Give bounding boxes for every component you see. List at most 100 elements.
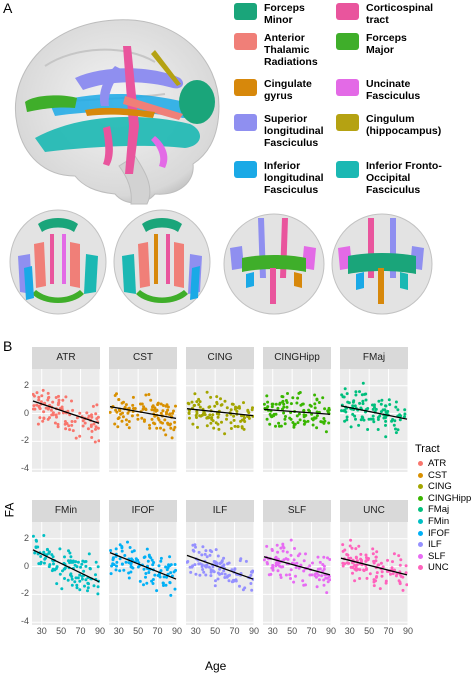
data-point xyxy=(289,538,293,542)
data-point xyxy=(354,390,358,394)
data-point xyxy=(359,418,363,422)
data-point xyxy=(168,564,172,568)
data-point xyxy=(159,411,163,415)
data-point xyxy=(292,558,296,562)
data-point xyxy=(198,400,202,404)
data-point xyxy=(348,544,352,548)
data-point xyxy=(310,417,314,421)
data-point xyxy=(396,428,400,432)
data-point xyxy=(95,417,99,421)
data-point xyxy=(127,571,131,575)
data-point xyxy=(366,428,370,431)
data-point xyxy=(233,567,237,571)
data-point xyxy=(42,534,46,537)
data-point xyxy=(150,417,154,421)
data-point xyxy=(50,413,54,417)
data-point xyxy=(161,404,165,407)
data-point xyxy=(354,547,358,551)
data-point xyxy=(389,572,392,576)
data-point xyxy=(232,414,236,418)
data-point xyxy=(266,400,270,404)
y-tick-label: -4 xyxy=(20,463,29,474)
data-point xyxy=(365,568,368,571)
tract-legend-dot xyxy=(418,484,423,490)
data-point xyxy=(360,415,364,419)
data-point xyxy=(271,402,275,406)
data-point xyxy=(90,429,94,433)
data-point xyxy=(316,555,320,559)
data-point xyxy=(93,440,97,444)
data-point xyxy=(198,405,202,409)
data-point xyxy=(291,396,295,400)
data-point xyxy=(397,579,401,583)
data-point xyxy=(246,408,250,412)
data-point xyxy=(225,413,229,417)
data-point xyxy=(120,419,124,423)
data-point xyxy=(384,419,388,423)
data-point xyxy=(304,413,308,417)
data-point xyxy=(240,426,244,430)
data-point xyxy=(281,399,285,403)
data-point xyxy=(286,392,289,395)
data-point xyxy=(281,395,285,399)
data-point xyxy=(54,396,58,399)
data-point xyxy=(42,550,46,554)
tract-legend-label: ILF xyxy=(428,539,442,551)
data-point xyxy=(127,426,131,430)
data-point xyxy=(76,560,80,564)
data-point xyxy=(36,422,40,426)
data-point xyxy=(315,397,319,401)
data-point xyxy=(144,393,148,397)
data-point xyxy=(376,563,380,567)
tract-legend-item-cst: CST xyxy=(418,470,447,481)
x-tick-label: 50 xyxy=(210,626,221,636)
data-point xyxy=(69,555,73,559)
data-point xyxy=(164,565,168,569)
data-point xyxy=(288,416,292,420)
data-point xyxy=(343,562,347,566)
data-point xyxy=(384,415,388,419)
trend-line xyxy=(32,400,100,424)
data-point xyxy=(57,394,60,398)
data-point xyxy=(52,562,55,566)
data-point xyxy=(173,587,177,591)
data-point xyxy=(209,395,213,399)
facet-strip-label: FMaj xyxy=(340,347,408,369)
data-point xyxy=(341,543,345,547)
data-point xyxy=(349,425,353,429)
data-point xyxy=(315,414,319,418)
data-point xyxy=(301,402,305,406)
data-point xyxy=(131,403,135,407)
legend-item-forceps-minor: Forceps Minor xyxy=(234,2,305,26)
data-point xyxy=(186,560,189,564)
data-point xyxy=(379,402,383,406)
data-point xyxy=(157,573,161,577)
data-point xyxy=(33,551,37,555)
data-point xyxy=(164,404,168,408)
data-point xyxy=(393,568,396,572)
data-point xyxy=(75,416,79,420)
data-point xyxy=(70,583,74,587)
facet-fmaj: FMaj xyxy=(340,347,408,472)
data-point xyxy=(208,405,212,409)
data-point xyxy=(86,427,90,431)
data-point xyxy=(309,404,313,408)
data-point xyxy=(321,396,325,400)
data-point xyxy=(195,416,198,419)
data-point xyxy=(120,562,124,566)
data-point xyxy=(391,572,395,576)
data-point xyxy=(32,392,35,396)
data-point xyxy=(324,430,328,434)
x-tick-label: 30 xyxy=(190,626,201,636)
data-point xyxy=(128,546,132,549)
data-point xyxy=(374,407,378,411)
data-point xyxy=(292,580,296,584)
data-point xyxy=(394,427,397,431)
data-point xyxy=(223,432,227,436)
data-point xyxy=(203,552,207,556)
data-point xyxy=(138,579,142,583)
data-point xyxy=(399,558,403,562)
data-point xyxy=(173,425,177,429)
data-point xyxy=(310,573,314,577)
data-point xyxy=(78,411,82,415)
